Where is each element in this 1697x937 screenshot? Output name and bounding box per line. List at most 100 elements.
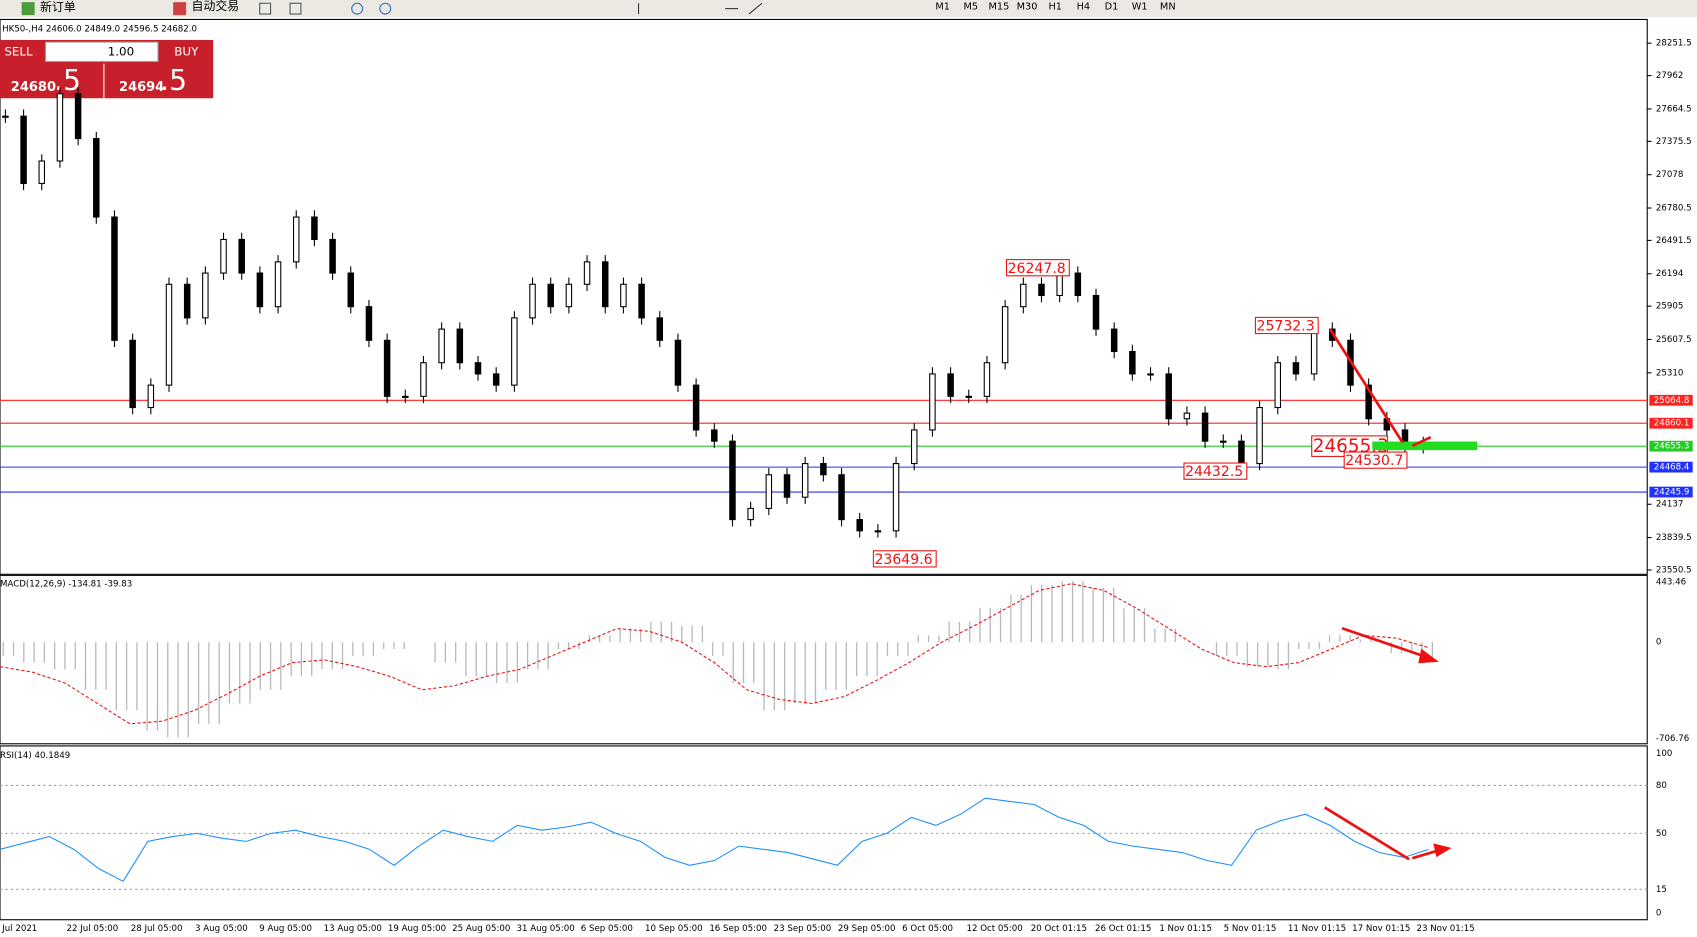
- price-level-tag: [1649, 440, 1693, 452]
- arrow: [1411, 435, 1432, 448]
- candle-body: [620, 283, 627, 308]
- timeframe-button[interactable]: M15: [989, 1, 1010, 12]
- tool[interactable]: [259, 2, 272, 15]
- price-tick-label: 28251.5: [1656, 39, 1692, 49]
- candle-body: [1038, 283, 1045, 297]
- candle-body: [511, 317, 518, 386]
- price-tick-label: 25905: [1656, 302, 1683, 312]
- candle-body: [1310, 328, 1318, 375]
- candle-body: [1110, 328, 1118, 353]
- price-level-label: 24245.9: [1654, 488, 1690, 498]
- candle-body: [1165, 373, 1172, 420]
- tool[interactable]: [379, 2, 392, 15]
- candle-body: [565, 283, 573, 308]
- candle-body: [129, 339, 136, 409]
- timeframe-button[interactable]: W1: [1132, 1, 1148, 12]
- date-label: 11 Nov 01:15: [1288, 924, 1346, 934]
- rsi-tick-label: 0: [1656, 909, 1662, 919]
- price-level-label: 24468.4: [1654, 463, 1690, 473]
- date-label: Jul 2021: [1, 924, 37, 934]
- rsi-label: RSI(14) 40.1849: [0, 751, 70, 761]
- macd-panel: [0, 574, 1648, 745]
- candle-body: [311, 216, 318, 240]
- candle-body: [1147, 373, 1154, 376]
- chart-header: HK50-,H4 24606.0 24849.0 24596.5 24682.0: [2, 25, 197, 35]
- candle-body: [147, 384, 155, 409]
- date-label: 29 Sep 05:00: [838, 924, 896, 934]
- price-level-tag: [1649, 461, 1693, 473]
- candle-body: [456, 328, 464, 364]
- timeframe-button[interactable]: D1: [1105, 1, 1119, 12]
- candle-body: [256, 272, 264, 308]
- buy-button[interactable]: BUY: [174, 44, 199, 58]
- sell-pips[interactable]: .5: [54, 64, 81, 97]
- candle-body: [892, 463, 900, 532]
- timeframe-button[interactable]: H1: [1048, 1, 1062, 12]
- candle-body: [1292, 362, 1300, 375]
- candle-body: [93, 138, 100, 218]
- date-label: 5 Nov 01:15: [1224, 924, 1277, 934]
- timeframe-button[interactable]: M1: [935, 1, 950, 12]
- date-label: 9 Aug 05:00: [259, 924, 312, 934]
- candle-body: [674, 339, 682, 386]
- candle-body: [220, 238, 227, 274]
- candle-body: [74, 93, 82, 140]
- auto-trading-button[interactable]: 自动交易: [192, 0, 240, 13]
- price-level-tag: [1649, 417, 1693, 429]
- sell-button[interactable]: SELL: [4, 44, 33, 58]
- tool[interactable]: [351, 2, 364, 15]
- candle-body: [765, 474, 773, 509]
- annotation-box: [1343, 451, 1408, 469]
- price-tick-label: 25607.5: [1656, 335, 1692, 345]
- tool[interactable]: [289, 2, 302, 15]
- macd-label: MACD(12,26,9) -134.81 -39.83: [0, 580, 132, 590]
- candle-body: [20, 115, 27, 184]
- price-level-label: 25064.8: [1654, 396, 1690, 406]
- date-label: 25 Aug 05:00: [452, 924, 510, 934]
- new-order-icon[interactable]: [21, 2, 35, 16]
- candle-body: [1092, 294, 1100, 330]
- candle-body: [547, 283, 554, 308]
- candle-body: [783, 474, 791, 498]
- annotation: 24432.5: [1185, 464, 1243, 480]
- candle-body: [292, 216, 300, 263]
- volume[interactable]: 1.00: [108, 44, 134, 58]
- timeframe-button[interactable]: MN: [1160, 1, 1176, 12]
- candle-body: [1001, 306, 1009, 364]
- new-order-button[interactable]: 新订单: [40, 0, 76, 14]
- annotation-box: [1005, 259, 1070, 277]
- candle-body: [274, 261, 282, 308]
- auto-trading-icon[interactable]: [173, 2, 187, 16]
- candle-body: [56, 93, 64, 162]
- buy-pips[interactable]: .5: [160, 64, 187, 97]
- annotation: 24530.7: [1345, 453, 1403, 469]
- candle-body: [711, 429, 718, 442]
- date-label: 17 Nov 01:15: [1352, 924, 1410, 934]
- price-tick-label: 27664.5: [1656, 104, 1692, 114]
- sell-price[interactable]: 24680: [11, 80, 56, 95]
- candle-body: [438, 328, 445, 364]
- price-tick-label: 26491.5: [1656, 236, 1692, 246]
- price-level-label: 24655.3: [1654, 442, 1690, 452]
- timeframe-button[interactable]: M30: [1017, 1, 1038, 12]
- date-label: 26 Oct 01:15: [1095, 924, 1151, 934]
- timeframe-button[interactable]: M5: [963, 1, 978, 12]
- buy-price[interactable]: 24694: [119, 80, 164, 95]
- candle-body: [420, 362, 427, 397]
- candle-body: [874, 530, 882, 533]
- date-label: 28 Jul 05:00: [131, 924, 183, 934]
- volume-field[interactable]: [44, 41, 159, 63]
- annotation: 23649.6: [874, 552, 932, 568]
- macd-signal: [0, 583, 1429, 725]
- candle-body: [183, 283, 191, 319]
- arrow: [1328, 328, 1404, 444]
- macd-tick-label: -706.76: [1656, 734, 1689, 744]
- timeframe-button[interactable]: H4: [1077, 1, 1091, 12]
- tool[interactable]: [748, 2, 763, 15]
- price-level-tag: [1649, 394, 1693, 406]
- candle-body: [638, 283, 645, 319]
- annotation: 26247.8: [1008, 261, 1066, 277]
